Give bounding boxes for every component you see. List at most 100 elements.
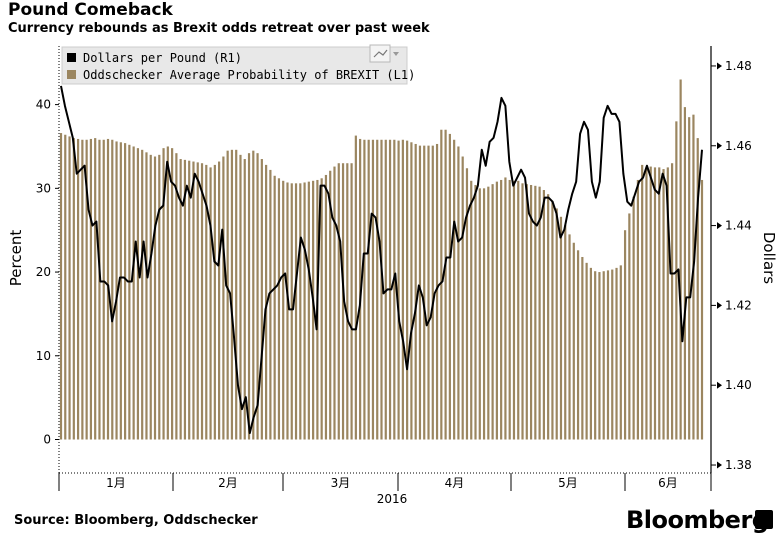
bar <box>670 163 674 440</box>
bar <box>124 143 127 440</box>
bar <box>564 225 567 440</box>
bar <box>145 152 148 440</box>
y-tick-label-left: 30 <box>36 181 51 195</box>
bar <box>337 163 340 440</box>
bar <box>649 166 652 440</box>
bar <box>594 271 597 440</box>
bar <box>218 161 221 440</box>
bar <box>534 185 537 440</box>
bar <box>85 139 88 440</box>
bar <box>555 208 558 440</box>
bar <box>312 180 315 440</box>
bar <box>179 159 182 440</box>
bar <box>478 188 481 440</box>
bar <box>320 178 323 440</box>
bar <box>286 182 289 440</box>
bar <box>636 179 639 440</box>
tick-pointer-icon <box>717 301 722 309</box>
chart-options-button[interactable] <box>369 44 399 63</box>
bar <box>512 180 516 440</box>
bar <box>431 145 434 440</box>
bar <box>615 267 618 440</box>
bar <box>102 139 105 440</box>
y-tick-label-left: 40 <box>36 98 51 112</box>
bar <box>98 139 101 440</box>
bar <box>410 142 413 440</box>
bar <box>465 168 469 440</box>
bar <box>354 135 357 440</box>
legend-label-bars: Oddschecker Average Probability of BREXI… <box>83 68 415 82</box>
bar <box>435 143 439 440</box>
x-tick-label-month: 5月 <box>558 476 578 490</box>
bar <box>542 190 545 440</box>
bar <box>307 181 310 440</box>
bar <box>333 166 336 440</box>
source-note: Source: Bloomberg, Oddschecker <box>14 513 258 528</box>
line-chart-icon <box>373 49 388 58</box>
bar <box>692 114 695 440</box>
bar <box>141 149 144 440</box>
bar <box>265 164 268 440</box>
bar <box>282 180 285 440</box>
bloomberg-terminal-icon <box>755 510 773 529</box>
bar <box>89 138 93 440</box>
bar <box>226 150 229 440</box>
tick-pointer-icon <box>717 381 722 389</box>
bar <box>397 140 400 440</box>
bar <box>491 184 494 440</box>
bar <box>324 174 328 440</box>
y-axis-title-left: Percent <box>7 230 25 287</box>
y-tick-label-right: 1.44 <box>725 219 752 233</box>
y-axis-title-right: Dollars <box>760 232 778 284</box>
y-tick-label-right: 1.42 <box>725 298 752 312</box>
bar <box>457 146 460 440</box>
bar <box>303 182 306 440</box>
bar <box>200 163 204 440</box>
bar <box>119 142 122 440</box>
bar <box>149 154 152 440</box>
bar <box>568 234 571 440</box>
bar <box>290 183 293 440</box>
bar <box>696 138 699 440</box>
y-tick-label-right: 1.48 <box>725 59 752 73</box>
bar <box>376 139 379 440</box>
bar <box>495 181 498 440</box>
bar <box>384 139 387 440</box>
bar <box>675 121 678 440</box>
bar <box>158 154 161 440</box>
bar-series <box>59 79 704 440</box>
chart-subtitle: Currency rebounds as Brexit odds retreat… <box>8 21 430 36</box>
bar <box>418 145 422 440</box>
bar <box>269 169 272 440</box>
bar <box>598 272 601 440</box>
bar <box>576 250 580 440</box>
bar <box>367 139 370 440</box>
chart-title: Pound Comeback <box>8 0 173 20</box>
bar <box>247 153 251 440</box>
bar <box>619 265 622 440</box>
bar <box>175 153 178 440</box>
bar <box>260 159 263 440</box>
bar <box>213 164 216 440</box>
bar <box>611 269 614 440</box>
bar <box>346 163 349 440</box>
tick-pointer-icon <box>717 461 722 469</box>
legend-label-line: Dollars per Pound (R1) <box>83 51 242 65</box>
bar <box>470 180 473 440</box>
bloomberg-logo: Bloomberg <box>626 506 769 534</box>
bar <box>440 129 443 440</box>
bar <box>243 159 246 440</box>
bar <box>329 170 332 440</box>
y-tick-label-left: 0 <box>43 433 51 447</box>
bar <box>474 184 477 440</box>
bar <box>688 117 691 440</box>
tick-pointer-icon <box>717 222 722 230</box>
bar <box>658 167 661 440</box>
line-series-layer <box>60 85 703 435</box>
bar <box>205 164 208 440</box>
bar <box>508 179 511 440</box>
bar <box>299 183 302 440</box>
bar <box>606 270 610 440</box>
legend-background <box>61 46 408 85</box>
